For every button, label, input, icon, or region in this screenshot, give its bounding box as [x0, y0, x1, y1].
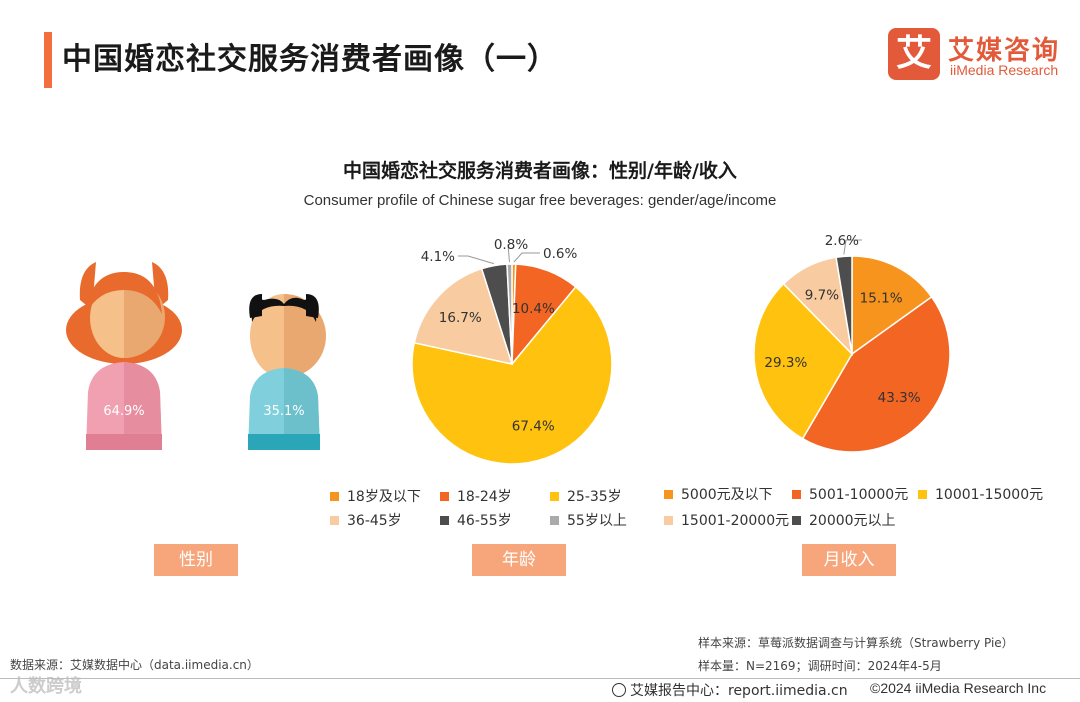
legend-swatch	[792, 515, 801, 525]
income-legend-item: 15001-20000元	[664, 510, 789, 530]
globe-icon	[612, 683, 626, 697]
section-label-gender: 性别	[154, 544, 238, 576]
legend-swatch	[792, 489, 801, 499]
age-legend-item: 55岁以上	[550, 510, 627, 530]
age-legend-item: 46-55岁	[440, 510, 512, 530]
income-pie-leader-line	[843, 239, 862, 255]
footer-report-text: 艾媒报告中心：report.iimedia.cn	[630, 683, 848, 699]
income-pie-slice	[851, 255, 933, 356]
data-source: 数据来源：艾媒数据中心（data.iimedia.cn）	[10, 658, 259, 672]
legend-label: 15001-20000元	[681, 513, 790, 529]
age-pie: 0.6% 10.4% 67.4% 16.7% 4.1% 0.8%	[411, 237, 613, 465]
chart-subtitle: Consumer profile of Chinese sugar free b…	[303, 192, 777, 209]
legend-swatch	[440, 515, 449, 525]
age-pie-slice	[413, 267, 514, 366]
income-legend-item: 10001-15000元	[918, 484, 1043, 504]
income-legend-item: 5000元及以下	[664, 484, 773, 504]
age-pie-slice	[411, 285, 613, 465]
sample-source: 样本来源：草莓派数据调查与计算系统（Strawberry Pie）	[698, 636, 1014, 650]
age-pie-leader-line	[513, 252, 540, 263]
legend-label: 5001-10000元	[809, 487, 909, 503]
age-pie-data-label: 67.4%	[512, 418, 555, 434]
income-pie-slice	[753, 282, 853, 440]
age-pie-data-label: 16.7%	[439, 310, 482, 326]
legend-label: 25-35岁	[567, 489, 622, 505]
footer-report[interactable]: 艾媒报告中心：report.iimedia.cn	[612, 680, 848, 700]
sample-info: 样本量：N=2169；调研时间：2024年4-5月	[698, 659, 942, 673]
income-pie-slice	[801, 295, 951, 453]
age-legend-item: 18-24岁	[440, 486, 512, 506]
female-figure-icon	[66, 262, 182, 450]
male-figure-icon	[248, 294, 326, 450]
income-legend-item: 20000元以上	[792, 510, 896, 530]
gender-male-label: 35.1%	[263, 404, 304, 419]
income-pie: 15.1% 43.3% 29.3% 9.7% 2.6%	[753, 233, 951, 453]
legend-swatch	[918, 489, 927, 499]
legend-swatch	[664, 489, 673, 499]
title-accent-bar	[44, 32, 52, 88]
income-pie-data-label: 2.6%	[825, 233, 859, 249]
income-legend-item: 5001-10000元	[792, 484, 908, 504]
age-pie-leader-line	[507, 243, 510, 263]
legend-swatch	[550, 515, 559, 525]
income-pie-data-label: 15.1%	[860, 290, 903, 306]
income-pie-data-label: 29.3%	[764, 355, 807, 371]
income-pie-data-label: 43.3%	[878, 390, 921, 406]
chart-title: 中国婚恋社交服务消费者画像：性别/年龄/收入	[343, 160, 737, 182]
legend-swatch	[330, 515, 339, 525]
legend-label: 10001-15000元	[935, 487, 1044, 503]
logo-mark: 艾	[888, 28, 940, 80]
age-pie-data-label: 4.1%	[421, 249, 455, 265]
logo-name-cn: 艾媒咨询	[948, 36, 1061, 66]
legend-label: 55岁以上	[567, 513, 627, 529]
legend-label: 5000元及以下	[681, 487, 773, 503]
footer-copyright: ©2024 iiMedia Research Inc	[870, 680, 1047, 696]
age-pie-data-label: 0.8%	[494, 237, 528, 253]
footer-divider	[0, 678, 1080, 679]
age-pie-leader-line	[458, 255, 494, 265]
logo-name-en: iiMedia Research	[950, 62, 1059, 78]
income-pie-data-label: 9.7%	[805, 288, 839, 304]
legend-swatch	[440, 491, 449, 501]
legend-label: 46-55岁	[457, 513, 512, 529]
legend-swatch	[550, 491, 559, 501]
age-legend-item: 25-35岁	[550, 486, 622, 506]
section-label-income: 月收入	[802, 544, 896, 576]
legend-label: 18岁及以下	[347, 489, 421, 505]
age-pie-data-label: 10.4%	[512, 301, 555, 317]
page-title: 中国婚恋社交服务消费者画像（一）	[62, 42, 558, 77]
gender-female-label: 64.9%	[103, 404, 144, 419]
legend-swatch	[330, 491, 339, 501]
watermark: 人数跨境	[10, 676, 82, 697]
iimedia-logo: 艾 艾媒咨询 iiMedia Research	[888, 28, 1068, 84]
legend-label: 18-24岁	[457, 489, 512, 505]
age-pie-data-label: 0.6%	[543, 246, 577, 262]
income-pie-slice	[835, 255, 853, 355]
age-pie-slice	[506, 263, 513, 365]
section-label-age: 年龄	[472, 544, 566, 576]
legend-label: 20000元以上	[809, 513, 896, 529]
age-legend-item: 36-45岁	[330, 510, 402, 530]
legend-label: 36-45岁	[347, 513, 402, 529]
age-legend-item: 18岁及以下	[330, 486, 421, 506]
legend-swatch	[664, 515, 673, 525]
